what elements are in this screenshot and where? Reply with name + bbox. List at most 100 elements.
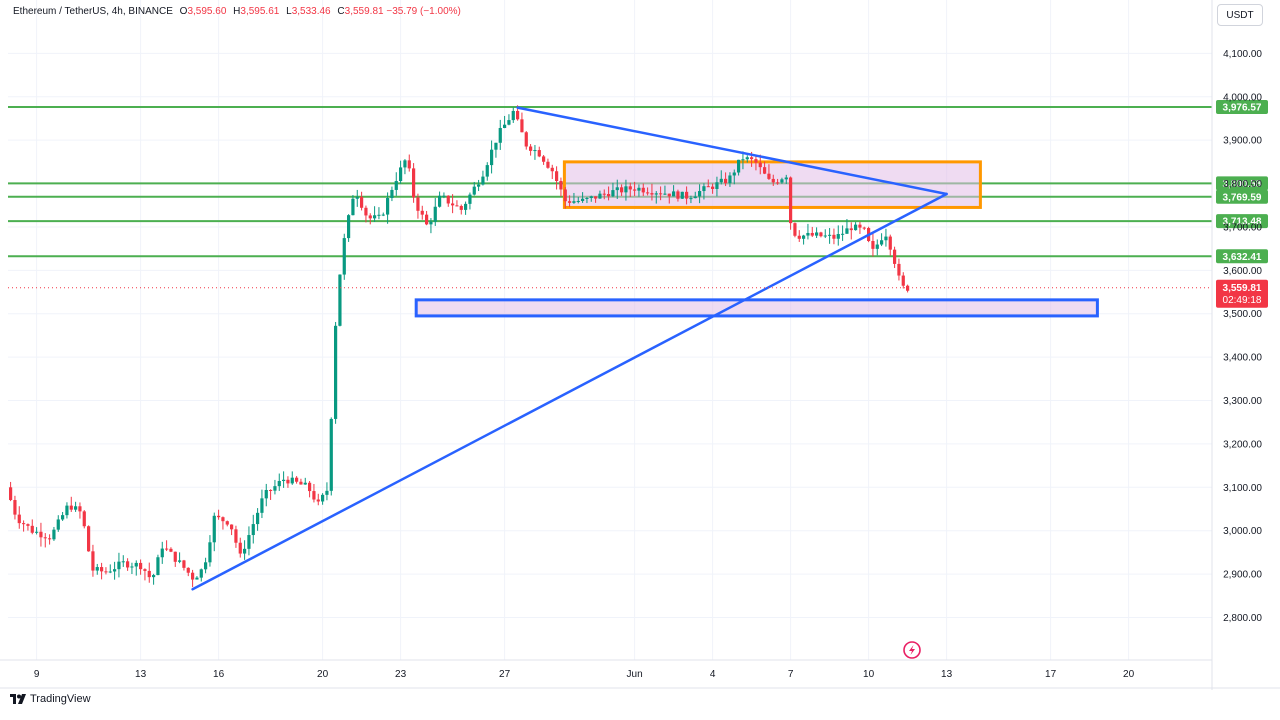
candle-body [91, 551, 95, 571]
candle-body [732, 172, 736, 176]
candle-body [208, 542, 212, 563]
lightning-glyph [909, 645, 915, 655]
candle-body [494, 142, 498, 150]
candle-body [22, 523, 26, 525]
candle-body [256, 512, 260, 525]
candle-body [13, 500, 17, 515]
symbol-title: Ethereum / TetherUS, 4h, BINANCE [13, 6, 173, 17]
axes[interactable]: 4,100.00 4,000.00 3,900.00 3,800.00 3,700.00… [0, 0, 1280, 690]
candle-body [368, 215, 372, 219]
last-price-label: 3,559.81 [1223, 283, 1262, 294]
candle-body [607, 194, 611, 197]
candle-body [212, 515, 216, 543]
candle-body [728, 175, 732, 184]
candle-body [802, 235, 806, 239]
candle-body [789, 177, 793, 224]
y-tick-label: 3,500.00 [1223, 309, 1262, 320]
candle-body [906, 285, 910, 291]
candle-body [542, 156, 546, 162]
brand-label: TradingView [30, 693, 91, 705]
candle-body [130, 566, 134, 568]
candle-body [195, 577, 199, 580]
candle-body [329, 418, 333, 491]
trendline [191, 192, 948, 591]
candle-body [771, 178, 775, 183]
level-price-label: 3,713.48 [1223, 217, 1262, 228]
candle-body [758, 162, 762, 168]
x-tick-label: 4 [710, 669, 716, 680]
level-price-label: 3,800.58 [1223, 179, 1262, 190]
candle-body [17, 514, 21, 524]
candle-body [589, 196, 593, 198]
candle-body [546, 161, 550, 168]
candle-body [485, 165, 489, 177]
x-tick-label: Jun [627, 669, 643, 680]
y-tick-label: 3,300.00 [1223, 396, 1262, 407]
candle-body [568, 201, 572, 203]
level-price-tag [1216, 214, 1268, 229]
candle-body [806, 232, 810, 236]
tradingview-brand[interactable]: TradingView [10, 692, 91, 706]
candle-body [147, 570, 151, 578]
candle-body [724, 178, 728, 184]
candle-body [767, 173, 771, 179]
x-tick-label: 13 [941, 669, 953, 680]
candle-body [702, 186, 706, 192]
candle-body [524, 132, 528, 147]
y-tick-label: 3,400.00 [1223, 353, 1262, 364]
candle-body [221, 517, 225, 522]
candle-body [286, 479, 290, 484]
candle-body [836, 234, 840, 239]
trendline [516, 106, 948, 196]
candle-body [533, 150, 537, 152]
level-price-tag [1216, 189, 1268, 204]
candle-body [104, 571, 108, 573]
candle-body [810, 232, 814, 236]
candle-body [390, 189, 394, 199]
candle-body [108, 571, 112, 573]
candle-body [511, 110, 515, 121]
candle-body [9, 487, 13, 501]
candle-body [342, 238, 346, 275]
chart-icons[interactable] [903, 641, 921, 659]
candle-body [438, 195, 442, 207]
candle-body [572, 201, 576, 203]
candle-body [888, 236, 892, 250]
candle-body [628, 186, 632, 190]
candle-body [243, 548, 247, 554]
candle-body [901, 275, 905, 286]
trendlines[interactable] [191, 106, 948, 591]
level-price-tag [1216, 99, 1268, 114]
candle-body [247, 535, 251, 549]
open-value: 3,595.60 [187, 6, 227, 17]
level-price-tag [1216, 176, 1268, 191]
candle-body [65, 505, 69, 516]
candle-body [650, 193, 654, 195]
y-tick-label: 3,200.00 [1223, 439, 1262, 450]
candle-body [763, 167, 767, 174]
close-value: 3,559.81 [344, 6, 384, 17]
y-tick-label: 4,000.00 [1223, 92, 1262, 103]
candle-body [455, 205, 459, 207]
candle-body [52, 529, 56, 540]
last-price-tag [1216, 279, 1268, 308]
candle-body [373, 215, 377, 219]
candle-body [230, 524, 234, 530]
candle-body [507, 120, 511, 125]
level-price-tag [1216, 249, 1268, 264]
candle-body [858, 224, 862, 228]
candle-body [646, 192, 650, 194]
x-tick-label: 17 [1045, 669, 1057, 680]
zone-boxes[interactable] [414, 160, 1099, 318]
candle-body [39, 531, 43, 538]
candle-body [178, 560, 182, 562]
currency-button[interactable]: USDT [1217, 4, 1263, 26]
candle-body [477, 184, 481, 187]
candle-body [815, 232, 819, 236]
x-tick-label: 13 [135, 669, 147, 680]
candle-body [260, 498, 264, 513]
candle-body [754, 159, 758, 163]
countdown-label: 02:49:18 [1223, 295, 1262, 306]
